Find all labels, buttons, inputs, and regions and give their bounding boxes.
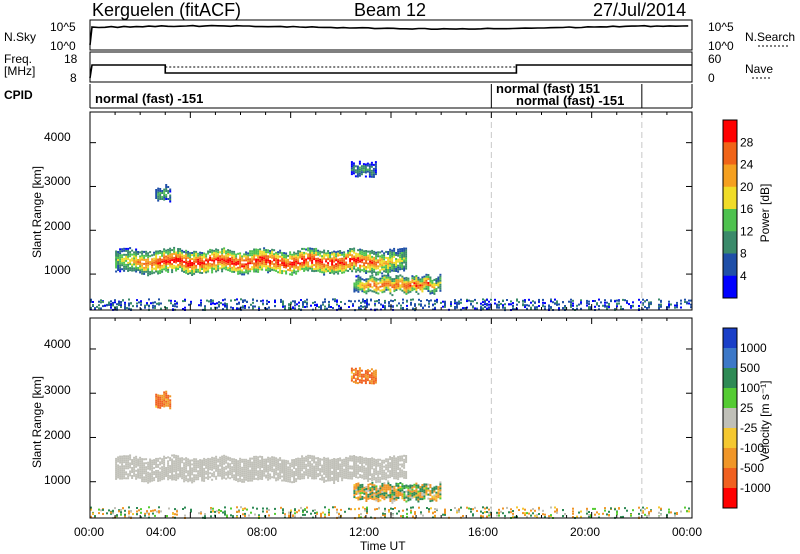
nsearch-label: N.Search [745, 30, 796, 44]
power-ytick-label: 4000 [44, 130, 71, 144]
velocity-colorbar-segment [723, 348, 737, 369]
beam-title: Beam 12 [354, 0, 427, 20]
velocity-colorbar-tick: 25 [740, 401, 754, 415]
freq-line [89, 64, 692, 79]
cpid-segment-2: normal (fast) 151 [496, 81, 601, 96]
velocity-colorbar-tick: 500 [740, 361, 760, 375]
velocity-colorbar-tick: -25 [740, 421, 758, 435]
date-title: 27/Jul/2014 [593, 0, 687, 20]
velocity-colorbar-tick: -1000 [740, 481, 771, 495]
station-title: Kerguelen (fitACF) [92, 0, 242, 20]
xtick-label: 04:00 [146, 525, 177, 539]
velocity-ytick-label: 4000 [44, 337, 71, 351]
velocity-colorbar-segment [723, 428, 737, 449]
velocity-colorbar-frame [722, 327, 738, 509]
velocity-colorbar-segment [723, 328, 737, 349]
power-colorbar-segment [723, 275, 737, 299]
nave-label: Nave [745, 62, 774, 76]
nsky-tick-bottom: 10^0 [50, 39, 76, 53]
power-ytick-label: 1000 [44, 263, 71, 277]
xtick-label: 08:00 [247, 525, 278, 539]
x-axis-title: Time UT [360, 539, 406, 553]
power-colorbar-tick: 24 [740, 158, 754, 172]
cpid-segment-1: normal (fast) -151 [95, 91, 204, 106]
xtick-label: 20:00 [570, 525, 601, 539]
velocity-colorbar-tick: 100 [740, 381, 760, 395]
power-ytick-label: 2000 [44, 219, 71, 233]
velocity-colorbar-segment [723, 388, 737, 409]
nave-tick-bottom: 0 [708, 71, 715, 85]
velocity-ytick-label: 1000 [44, 473, 71, 487]
xtick-label: 00:00 [74, 525, 105, 539]
power-colorbar-tick: 16 [740, 202, 754, 216]
power-colorbar-segment [723, 253, 737, 277]
power-colorbar-segment [723, 142, 737, 165]
velocity-ytick-label: 2000 [44, 428, 71, 442]
nsearch-tick-bottom: 10^0 [708, 39, 734, 53]
velocity-colorbar-segment [723, 448, 737, 469]
velocity-ytick-label: 3000 [44, 383, 71, 397]
power-colorbar-tick: 12 [740, 224, 754, 238]
nsearch-tick-top: 10^5 [708, 20, 734, 34]
cpid-label: CPID [4, 88, 33, 102]
power-colorbar-segment [723, 186, 737, 210]
power-colorbar-tick: 20 [740, 180, 754, 194]
noise-panel-frame [89, 19, 693, 51]
xtick-label: 12:00 [349, 525, 380, 539]
xtick-label: 00:00 [672, 525, 703, 539]
nsky-tick-top: 10^5 [50, 20, 76, 34]
freq-tick-top: 18 [64, 52, 78, 66]
velocity-colorbar-segment [723, 368, 737, 389]
power-colorbar-tick: 4 [740, 269, 747, 283]
power-colorbar-tick: 8 [740, 247, 747, 261]
freq-label-line2: [MHz] [4, 64, 36, 78]
velocity-colorbar-segment [723, 488, 737, 509]
freq-panel-frame [89, 51, 693, 83]
power-colorbar-segment [723, 120, 737, 143]
freq-tick-bottom: 8 [70, 71, 77, 85]
power-colorbar-segment [723, 209, 737, 232]
nave-tick-top: 60 [708, 52, 722, 66]
power-colorbar-segment [723, 231, 737, 254]
freq-label-line1: Freq. [4, 52, 33, 66]
power-ytick-label: 3000 [44, 174, 71, 188]
velocity-colorbar-segment [723, 468, 737, 489]
velocity-colorbar-tick: -500 [740, 461, 764, 475]
power-colorbar-frame [722, 119, 738, 299]
nsky-label: N.Sky [4, 30, 37, 44]
velocity-colorbar-tick: 1000 [740, 341, 767, 355]
power-echoes [90, 160, 692, 312]
velocity-colorbar-segment [723, 408, 737, 429]
xtick-label: 16:00 [468, 525, 499, 539]
velocity-colorbar-tick: -100 [740, 441, 764, 455]
cpid-segment-3: normal (fast) -151 [516, 93, 625, 108]
noise-line [89, 24, 689, 46]
power-colorbar-tick: 28 [740, 135, 754, 149]
power-colorbar-segment [723, 164, 737, 188]
velocity-echoes [90, 367, 690, 520]
